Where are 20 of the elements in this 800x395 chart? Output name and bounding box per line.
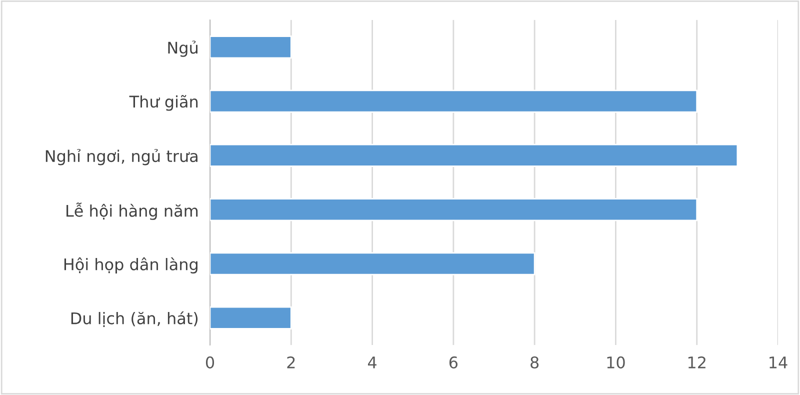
y-tick-label: Thư giãn bbox=[129, 95, 198, 111]
y-tick-label: Nghỉ ngơi, ngủ trưa bbox=[46, 148, 198, 166]
x-tick-label: 8 bbox=[530, 356, 539, 368]
bar bbox=[210, 36, 292, 59]
bar bbox=[210, 306, 292, 330]
bar bbox=[210, 198, 698, 222]
y-tick-label: Lễ hội hàng năm bbox=[66, 202, 198, 220]
bar bbox=[210, 144, 738, 167]
x-tick-label: 2 bbox=[287, 356, 295, 368]
bar bbox=[210, 252, 536, 276]
x-tick-label: 12 bbox=[688, 356, 706, 368]
bar bbox=[210, 90, 698, 113]
y-tick-label: Du lịch (ăn, hát) bbox=[71, 311, 198, 328]
x-tick-label: 10 bbox=[607, 356, 625, 368]
x-tick-label: 6 bbox=[449, 356, 458, 368]
x-tick-label: 0 bbox=[206, 356, 214, 368]
y-tick-label: Hội họp dân làng bbox=[64, 257, 198, 274]
x-tick-label: 14 bbox=[770, 356, 788, 368]
y-tick-label: Ngủ bbox=[168, 40, 198, 57]
x-tick-label: 4 bbox=[368, 356, 376, 368]
